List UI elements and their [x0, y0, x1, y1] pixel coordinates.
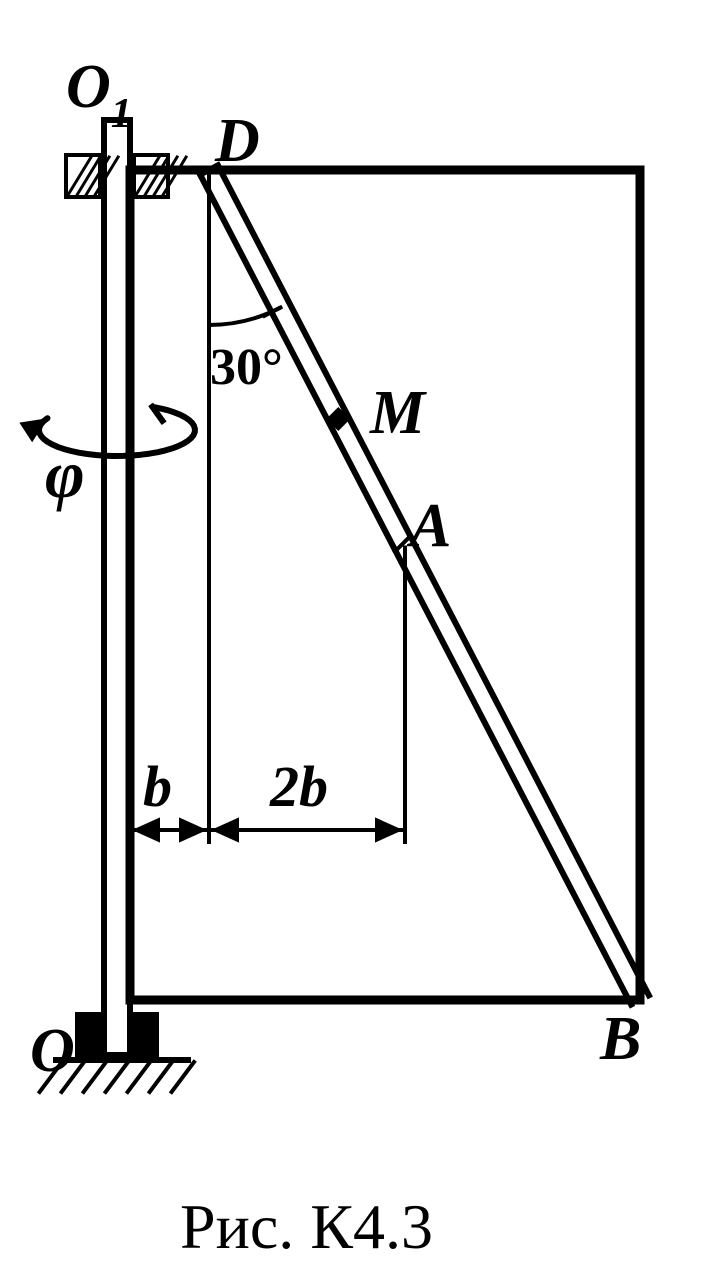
- label-A: A: [410, 495, 451, 557]
- label-b: b: [143, 758, 172, 816]
- label-D: D: [215, 110, 260, 172]
- label-B: B: [600, 1008, 641, 1070]
- label-O1: O1: [66, 56, 132, 129]
- label-M: M: [370, 382, 425, 444]
- label-O: O: [30, 1020, 75, 1082]
- label-angle-30: 30°: [210, 342, 283, 394]
- label-O1-text: O1: [66, 53, 132, 121]
- label-2b: 2b: [270, 758, 328, 816]
- figure-canvas: O1 O D B M A 30° φ b 2b Рис. К4.3: [0, 0, 712, 1278]
- figure-caption: Рис. К4.3: [180, 1190, 433, 1264]
- mechanics-diagram-svg: [0, 0, 712, 1278]
- label-phi: φ: [45, 440, 85, 508]
